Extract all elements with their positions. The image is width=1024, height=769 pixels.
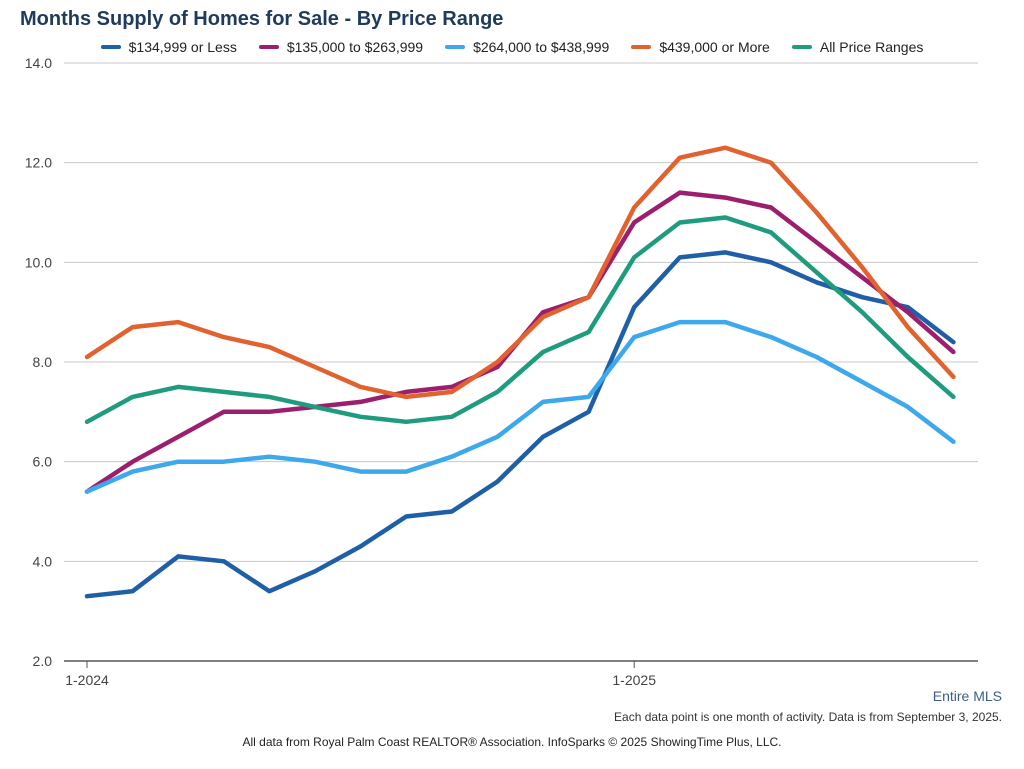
data-note: Each data point is one month of activity… [614, 710, 1002, 724]
y-tick-label-12.0: 12.0 [25, 155, 52, 171]
x-tick-label-1-2025: 1-2025 [612, 672, 656, 688]
legend-label: $134,999 or Less [128, 39, 237, 55]
y-tick-label-4.0: 4.0 [33, 553, 53, 569]
x-tick-label-1-2024: 1-2024 [65, 672, 109, 688]
y-tick-label-10.0: 10.0 [25, 254, 52, 270]
y-tick-label-8.0: 8.0 [33, 354, 53, 370]
scope-label[interactable]: Entire MLS [932, 688, 1002, 704]
series-line-3 [84, 319, 956, 494]
legend-swatch [100, 45, 121, 49]
axes: 2.0 4.0 6.0 8.0 10.0 12.0 14.0 1-2024 1-2025 [25, 55, 978, 688]
legend-swatch [631, 45, 652, 49]
legend-label: $439,000 or More [659, 39, 770, 55]
legend-swatch [258, 45, 279, 49]
y-tick-label-14.0: 14.0 [25, 55, 52, 71]
chart-legend: $134,999 or Less $135,000 to $263,999 $264… [0, 36, 1024, 58]
series-lines [84, 145, 956, 599]
legend-item-4[interactable]: $439,000 or More [631, 36, 770, 58]
source-credit: All data from Royal Palm Coast REALTOR® … [242, 735, 782, 749]
series-line-5 [84, 215, 956, 425]
chart-title: Months Supply of Homes for Sale - By Pri… [20, 8, 504, 30]
legend-item-2[interactable]: $135,000 to $263,999 [258, 36, 424, 58]
legend-item-5[interactable]: All Price Ranges [791, 36, 924, 58]
series-line-1 [84, 250, 956, 599]
legend-label: $264,000 to $438,999 [473, 39, 610, 55]
legend-swatch [445, 45, 466, 49]
legend-label: $135,000 to $263,999 [286, 39, 424, 55]
y-tick-label-2.0: 2.0 [33, 653, 53, 669]
series-line-4 [84, 145, 956, 400]
legend-item-3[interactable]: $264,000 to $438,999 [445, 36, 609, 58]
gridlines [64, 62, 978, 562]
legend-label: All Price Ranges [819, 39, 924, 55]
legend-swatch [791, 45, 812, 49]
y-tick-label-6.0: 6.0 [33, 454, 53, 470]
legend-item-1[interactable]: $134,999 or Less [100, 36, 237, 58]
